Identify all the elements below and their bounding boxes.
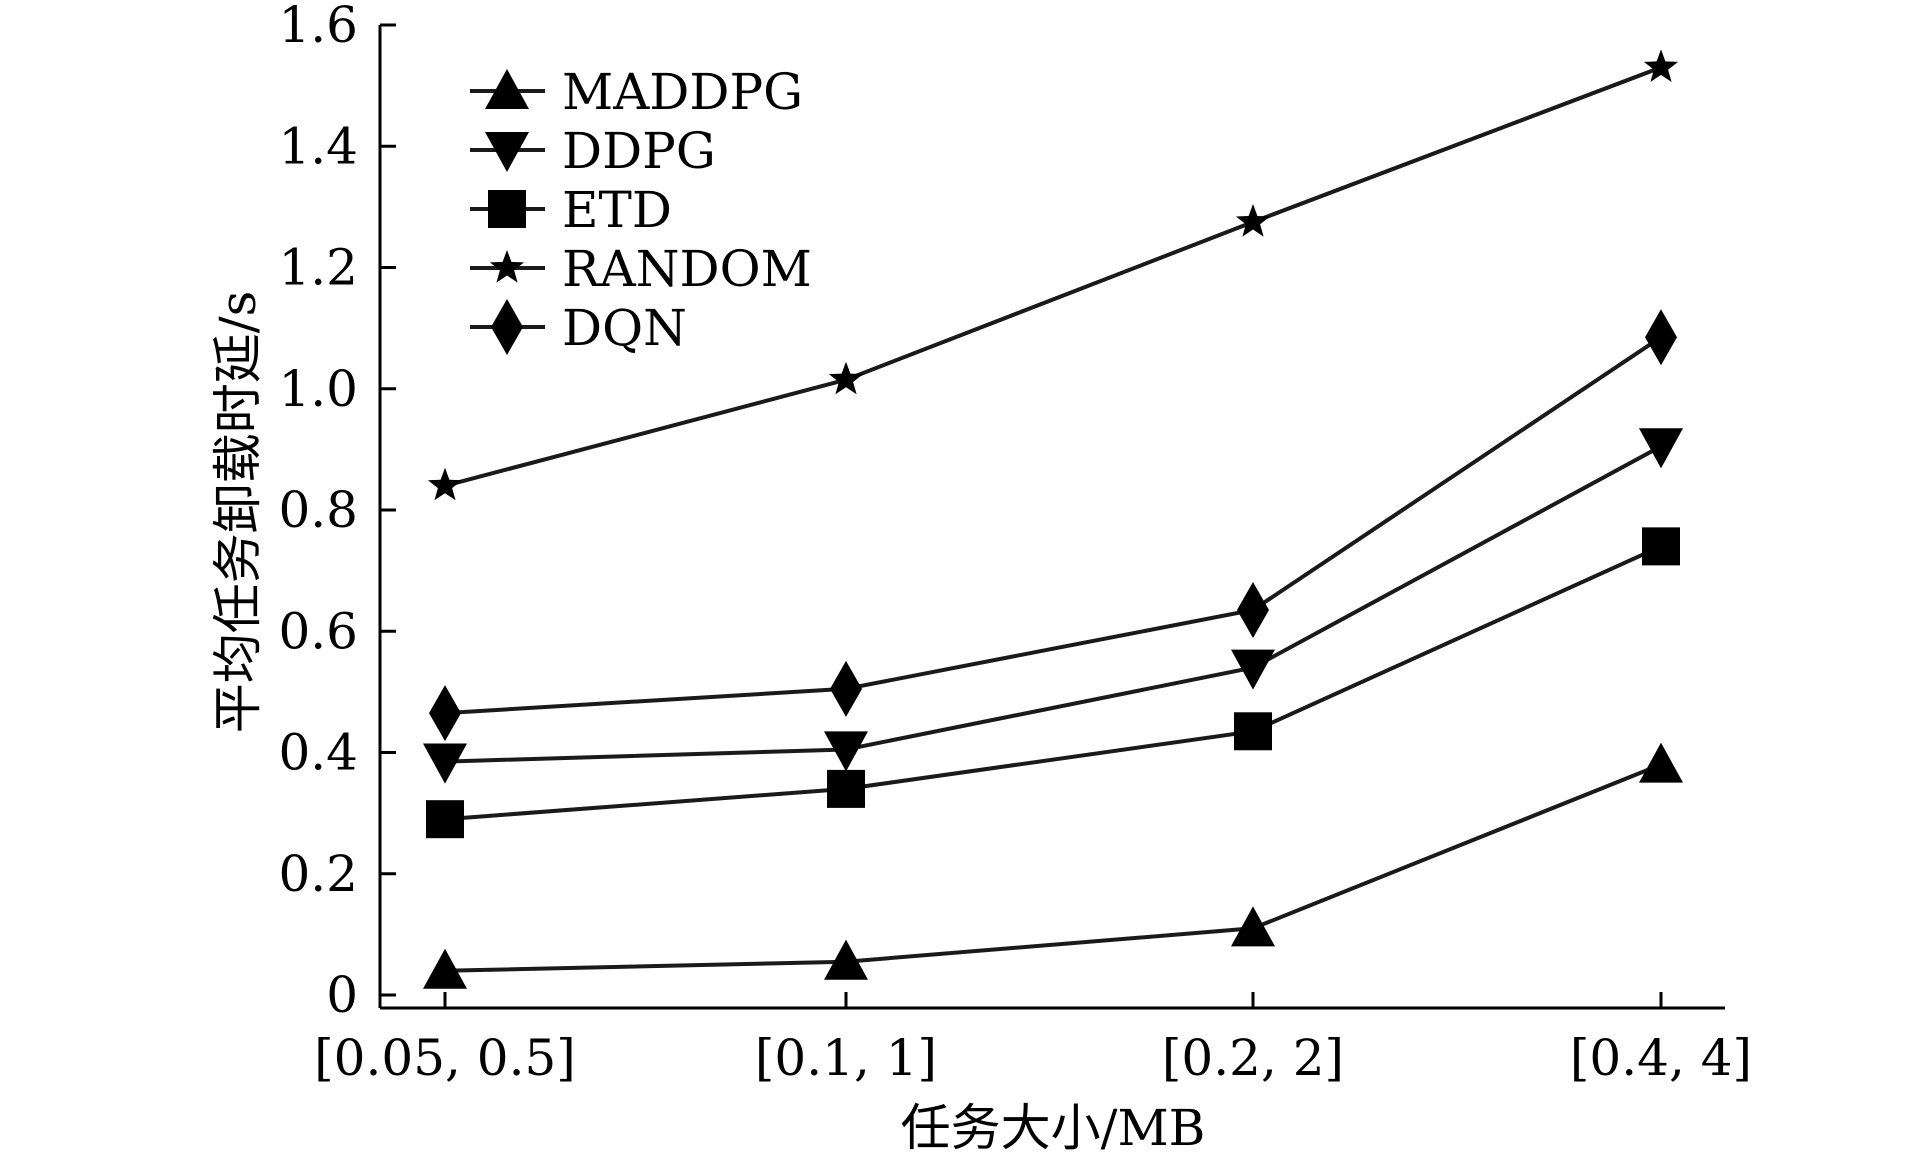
data-point [1645,309,1677,366]
series-layer [423,49,1683,989]
data-point [1235,204,1271,237]
legend-marker [491,299,523,355]
data-point [1643,49,1679,82]
x-tick-label: [0.4, 4] [1570,1029,1752,1087]
data-point [830,660,862,717]
data-point [824,939,868,980]
y-axis-title: 平均任务卸载时延/s [209,291,267,734]
y-tick-label: 1.6 [278,0,358,54]
legend-label: MADDPG [562,63,803,121]
data-point [1639,742,1683,783]
series-line [444,335,1663,716]
data-point [1234,712,1272,751]
series-maddpg [423,742,1683,989]
legend-marker [485,69,529,110]
x-tick-label: [0.1, 1] [755,1029,937,1087]
series-line [444,444,1662,764]
y-tick-label: 0.4 [278,724,358,782]
data-point [423,743,467,784]
series-dqn [429,309,1677,742]
x-tick-label: [0.2, 2] [1162,1029,1344,1087]
data-point [1639,428,1683,469]
legend-item-etd: ETD [470,181,672,239]
x-axis-title: 任务大小/MB [901,1099,1206,1157]
series-line [444,65,1662,488]
legend-item-random: RANDOM [470,240,812,298]
legend-label: ETD [562,181,672,239]
data-point [1237,582,1269,639]
series-line [444,762,1662,973]
y-tick-label: 0.8 [278,481,358,539]
series-random [427,49,1679,501]
series-etd [426,527,1680,839]
legend-item-ddpg: DDPG [470,122,716,180]
data-point [1642,527,1680,566]
legend-marker [485,131,529,172]
data-point [423,948,467,989]
axes: 0 0.2 0.4 0.6 0.8 1.0 1.2 1.4 1.6 [0.05, 0.5] [0.1… [278,0,1752,1087]
series-ddpg [423,428,1683,784]
legend-label: DQN [562,299,687,357]
y-tick-label: 1.4 [278,117,358,175]
y-tick-label: 1.2 [278,239,358,297]
y-tick-label: 0 [326,966,358,1024]
data-point [1231,906,1275,947]
data-point [824,731,868,772]
y-tick-label: 1.0 [278,360,358,418]
legend-marker [489,250,525,283]
series-line [444,544,1662,822]
data-point [427,467,463,501]
data-point [827,769,865,808]
legend-label: DDPG [562,122,716,180]
y-tick-label: 0.6 [278,602,358,660]
data-point [828,361,864,395]
legend-label: RANDOM [562,240,812,298]
legend-item-maddpg: MADDPG [470,63,803,121]
data-point [1231,649,1275,690]
data-point [429,685,461,742]
y-tick-label: 0.2 [278,845,358,903]
legend-marker [488,190,526,228]
legend-item-dqn: DQN [470,299,687,357]
data-point [426,800,464,839]
x-tick-label: [0.05, 0.5] [314,1029,576,1087]
